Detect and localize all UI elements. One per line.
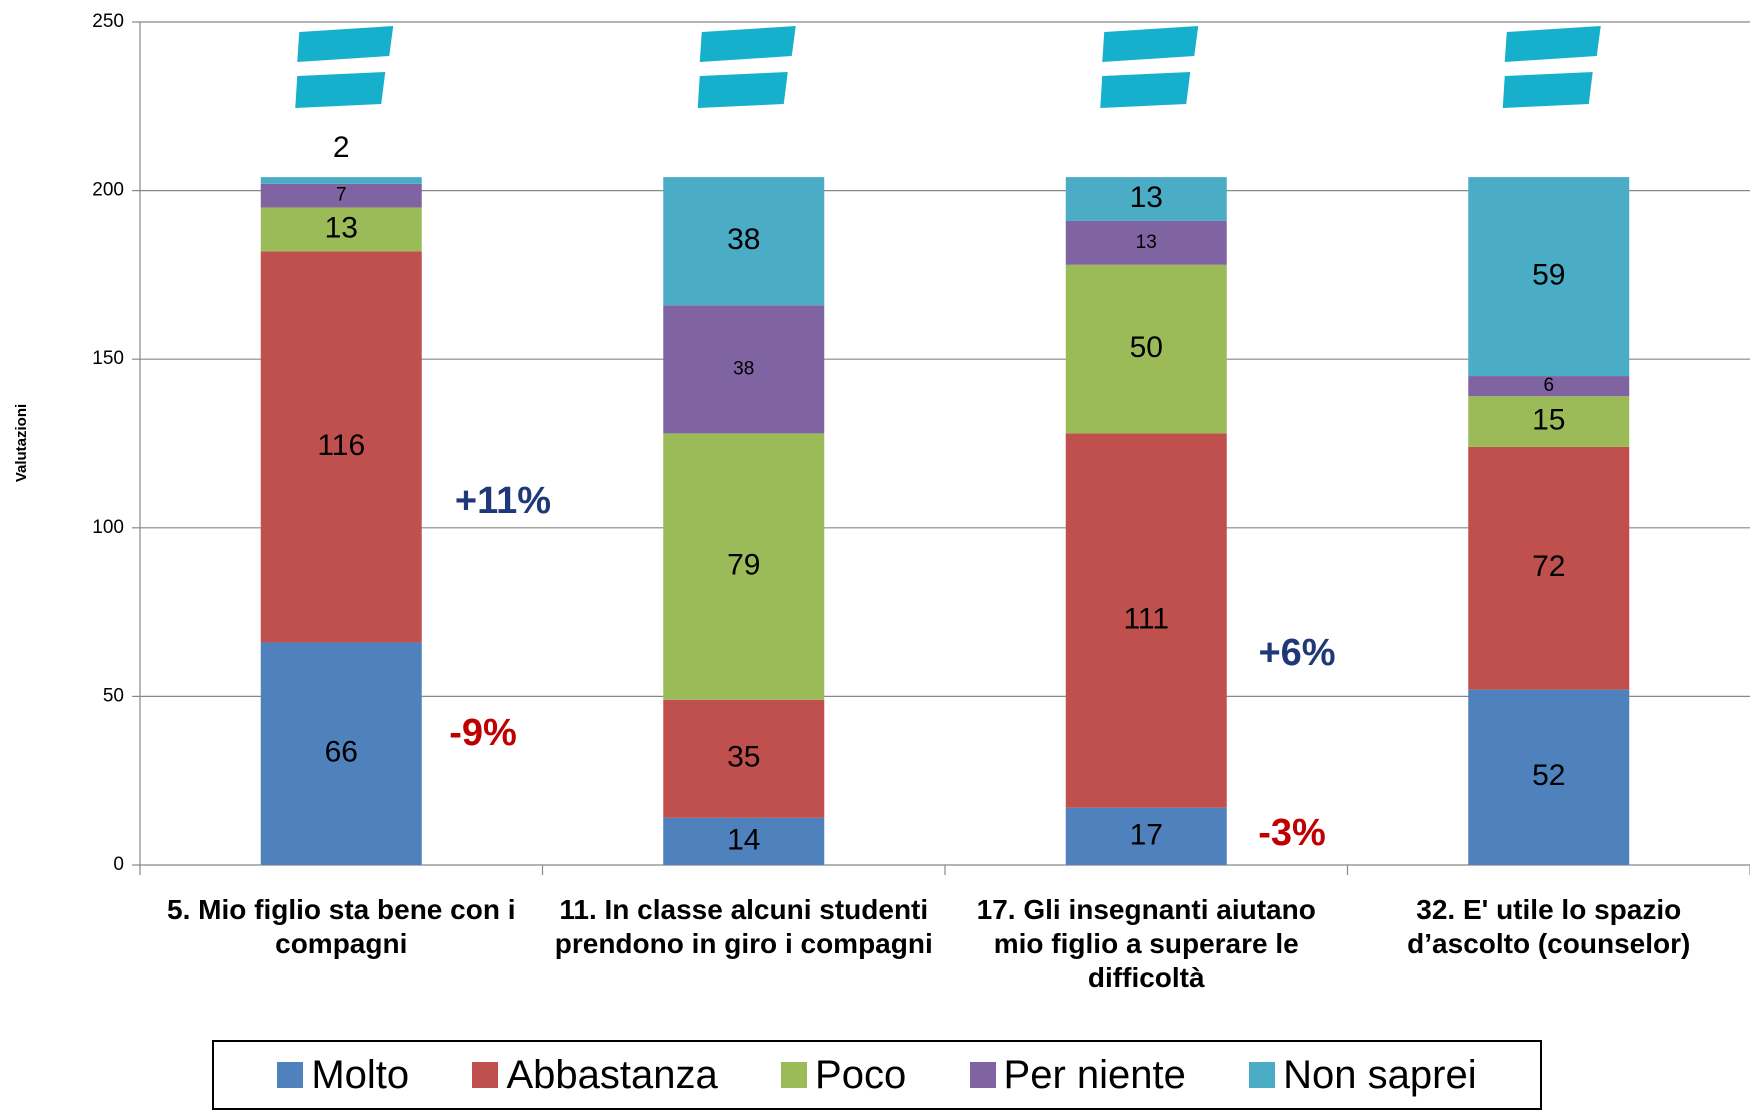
icon-bar xyxy=(699,26,796,62)
legend-swatch xyxy=(277,1062,304,1088)
legend: Molto Abbastanza Poco Per niente Non saprei xyxy=(212,1040,1542,1110)
bar-segment xyxy=(663,433,825,700)
equal-icon xyxy=(295,26,394,108)
chart: Valutazioni 0501001502002506611613721435… xyxy=(13,11,1750,875)
legend-label: Abbastanza xyxy=(506,1052,718,1097)
legend-label: Poco xyxy=(815,1052,907,1097)
data-label: 116 xyxy=(317,429,365,462)
bar-segment xyxy=(260,183,422,208)
data-label: 38 xyxy=(727,223,760,256)
x-tick-label: 17. Gli insegnanti aiutano mio figlio a … xyxy=(976,894,1316,993)
icon-bar xyxy=(1102,26,1199,62)
icon-bar xyxy=(1504,26,1601,62)
legend-item: Abbastanza xyxy=(472,1052,718,1098)
bar-segment xyxy=(1065,433,1227,808)
bar-segment xyxy=(1468,376,1630,397)
decorations xyxy=(295,26,1601,108)
legend-item: Molto xyxy=(277,1053,409,1098)
bar-segment xyxy=(260,251,422,643)
legend-swatch xyxy=(969,1062,996,1088)
bar-segment xyxy=(260,177,422,184)
data-label: 50 xyxy=(1130,331,1163,364)
icon-bar xyxy=(697,72,788,108)
y-tick-label: 250 xyxy=(92,11,124,32)
bar-segment xyxy=(1468,446,1630,690)
data-label: 72 xyxy=(1532,550,1565,583)
bar-segment xyxy=(663,699,825,818)
bar-segment xyxy=(663,817,825,865)
annotation: -9% xyxy=(449,712,517,754)
y-tick-label: 150 xyxy=(92,348,124,369)
x-tick-label: 5. Mio figlio sta bene con i compagni xyxy=(167,894,516,959)
data-label: 7 xyxy=(336,185,347,206)
data-label: 38 xyxy=(733,358,754,379)
data-label: 14 xyxy=(727,823,760,856)
legend-item: Poco xyxy=(781,1053,906,1098)
legend-swatch xyxy=(1249,1062,1276,1088)
x-tick-label: 11. In classe alcuni studenti prendono i… xyxy=(554,894,933,959)
data-label: 2 xyxy=(333,131,350,164)
data-label: 13 xyxy=(1130,181,1163,214)
y-axis-label: Valutazioni xyxy=(13,404,30,482)
bar-segment xyxy=(1065,220,1227,265)
legend-label: Non saprei xyxy=(1283,1052,1477,1097)
data-label: 52 xyxy=(1532,759,1565,792)
data-label: 79 xyxy=(727,548,760,581)
bar-segment xyxy=(1065,177,1227,221)
data-label: 66 xyxy=(325,736,358,769)
equal-icon xyxy=(697,26,796,108)
annotation: -3% xyxy=(1258,812,1326,854)
bar-segment xyxy=(1065,807,1227,865)
legend-item: Non saprei xyxy=(1249,1052,1477,1098)
x-tick-label: 32. E' utile lo spazio d’ascolto (counse… xyxy=(1407,894,1691,959)
data-label: 59 xyxy=(1532,259,1565,292)
legend-label: Molto xyxy=(311,1052,410,1097)
data-label: 13 xyxy=(1136,232,1157,253)
icon-bar xyxy=(1502,72,1593,108)
bar-segment xyxy=(1468,396,1630,447)
data-label: 13 xyxy=(325,211,358,244)
legend-item: Per niente xyxy=(969,1052,1186,1098)
data-label: 6 xyxy=(1543,375,1554,396)
bar-segment xyxy=(663,305,825,434)
y-tick-label: 0 xyxy=(113,854,124,875)
data-label: 35 xyxy=(727,741,760,774)
equal-icon xyxy=(1502,26,1601,108)
bar-segment xyxy=(260,642,422,865)
data-label: 15 xyxy=(1532,404,1565,437)
legend-label: Per niente xyxy=(1003,1052,1186,1097)
y-tick-label: 200 xyxy=(92,180,124,201)
bar-segment xyxy=(1065,264,1227,434)
y-tick-label: 50 xyxy=(103,685,124,706)
legend-swatch xyxy=(472,1062,499,1088)
data-label: 17 xyxy=(1130,818,1163,851)
bar-segment xyxy=(663,177,825,306)
bar-segment xyxy=(1468,177,1630,377)
annotation: +6% xyxy=(1258,632,1335,674)
legend-swatch xyxy=(781,1062,808,1088)
annotation: +11% xyxy=(455,480,551,522)
data-label: 111 xyxy=(1123,602,1169,635)
y-tick-label: 100 xyxy=(92,517,124,538)
bar-segment xyxy=(1468,689,1630,865)
bar-segment xyxy=(260,207,422,252)
icon-bar xyxy=(295,72,386,108)
equal-icon xyxy=(1100,26,1199,108)
icon-bar xyxy=(1100,72,1191,108)
icon-bar xyxy=(297,26,394,62)
